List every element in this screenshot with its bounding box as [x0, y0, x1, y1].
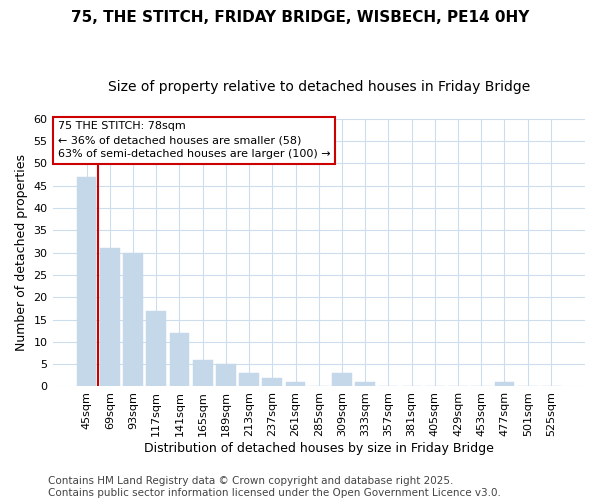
Bar [146, 310, 166, 386]
Bar [100, 248, 119, 386]
Bar [123, 252, 143, 386]
Bar [355, 382, 375, 386]
Title: Size of property relative to detached houses in Friday Bridge: Size of property relative to detached ho… [107, 80, 530, 94]
Text: 75, THE STITCH, FRIDAY BRIDGE, WISBECH, PE14 0HY: 75, THE STITCH, FRIDAY BRIDGE, WISBECH, … [71, 10, 529, 25]
Bar [262, 378, 282, 386]
Bar [239, 373, 259, 386]
Y-axis label: Number of detached properties: Number of detached properties [15, 154, 28, 351]
Bar [494, 382, 514, 386]
Bar [193, 360, 212, 386]
Bar [170, 333, 190, 386]
Text: 75 THE STITCH: 78sqm
← 36% of detached houses are smaller (58)
63% of semi-detac: 75 THE STITCH: 78sqm ← 36% of detached h… [58, 122, 331, 160]
Bar [332, 373, 352, 386]
Bar [216, 364, 236, 386]
Bar [286, 382, 305, 386]
X-axis label: Distribution of detached houses by size in Friday Bridge: Distribution of detached houses by size … [144, 442, 494, 455]
Bar [77, 177, 97, 386]
Text: Contains HM Land Registry data © Crown copyright and database right 2025.
Contai: Contains HM Land Registry data © Crown c… [48, 476, 501, 498]
